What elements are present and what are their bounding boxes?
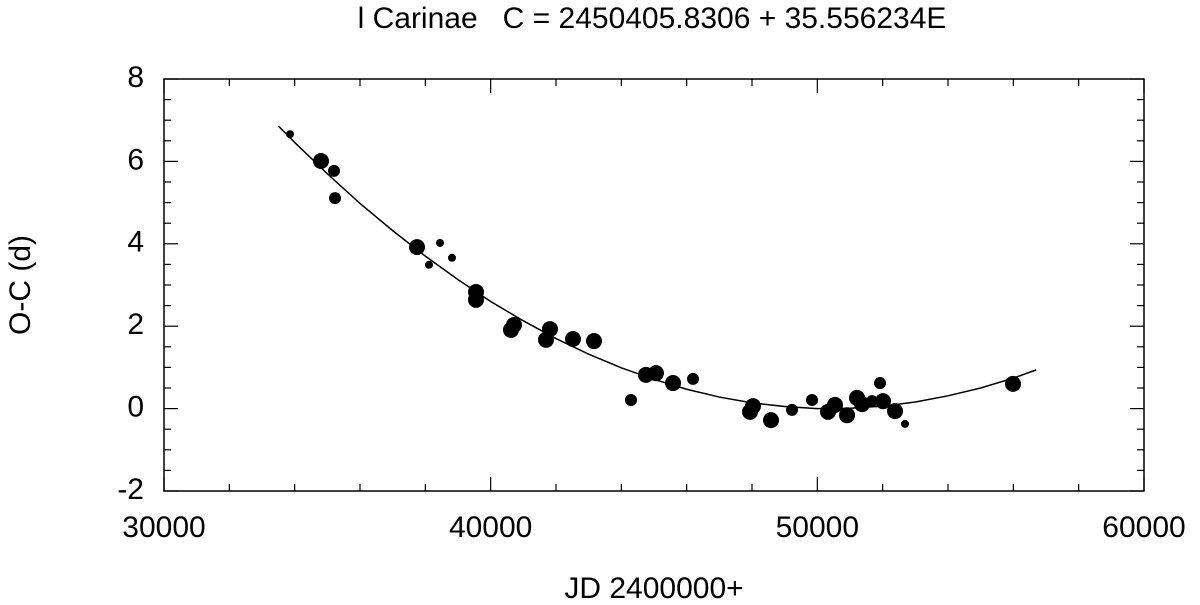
x-tick-label: 60000: [1102, 511, 1185, 544]
data-point: [564, 330, 581, 347]
data-point: [687, 372, 700, 385]
data-point: [763, 412, 780, 429]
data-point: [866, 395, 879, 408]
data-point: [467, 291, 484, 308]
data-point: [329, 192, 342, 205]
data-point: [409, 239, 426, 256]
data-point: [447, 253, 456, 262]
data-point: [887, 403, 904, 420]
data-point: [806, 393, 819, 406]
data-point: [312, 152, 329, 169]
data-point: [647, 365, 664, 382]
data-point: [625, 393, 638, 406]
y-tick-label: 8: [127, 61, 144, 94]
x-axis-label: JD 2400000+: [564, 572, 743, 605]
data-point: [745, 398, 762, 415]
y-axis-label: O-C (d): [4, 235, 37, 335]
data-point: [436, 238, 445, 247]
y-tick-label: 2: [127, 308, 144, 341]
x-tick-label: 40000: [449, 511, 532, 544]
data-point: [538, 331, 555, 348]
data-point: [875, 393, 892, 410]
data-point: [505, 316, 522, 333]
x-tick-label: 50000: [776, 511, 859, 544]
plot-frame: [163, 78, 1145, 492]
chart-title: l Carinae C = 2450405.8306 + 35.556234E: [358, 2, 947, 35]
data-point: [786, 403, 799, 416]
x-tick-label: 30000: [122, 511, 205, 544]
data-point: [854, 396, 871, 413]
data-point: [839, 407, 856, 424]
data-point: [285, 130, 294, 139]
data-point: [424, 260, 433, 269]
y-tick-label: 4: [127, 226, 144, 259]
data-point: [327, 164, 340, 177]
y-tick-label: 6: [127, 143, 144, 176]
y-tick-label: 0: [127, 391, 144, 424]
data-point: [827, 396, 844, 413]
data-point: [585, 333, 602, 350]
y-tick-label: -2: [117, 473, 144, 506]
data-point: [665, 375, 682, 392]
data-point: [1005, 375, 1022, 392]
data-point: [874, 377, 887, 390]
data-point: [901, 419, 910, 428]
